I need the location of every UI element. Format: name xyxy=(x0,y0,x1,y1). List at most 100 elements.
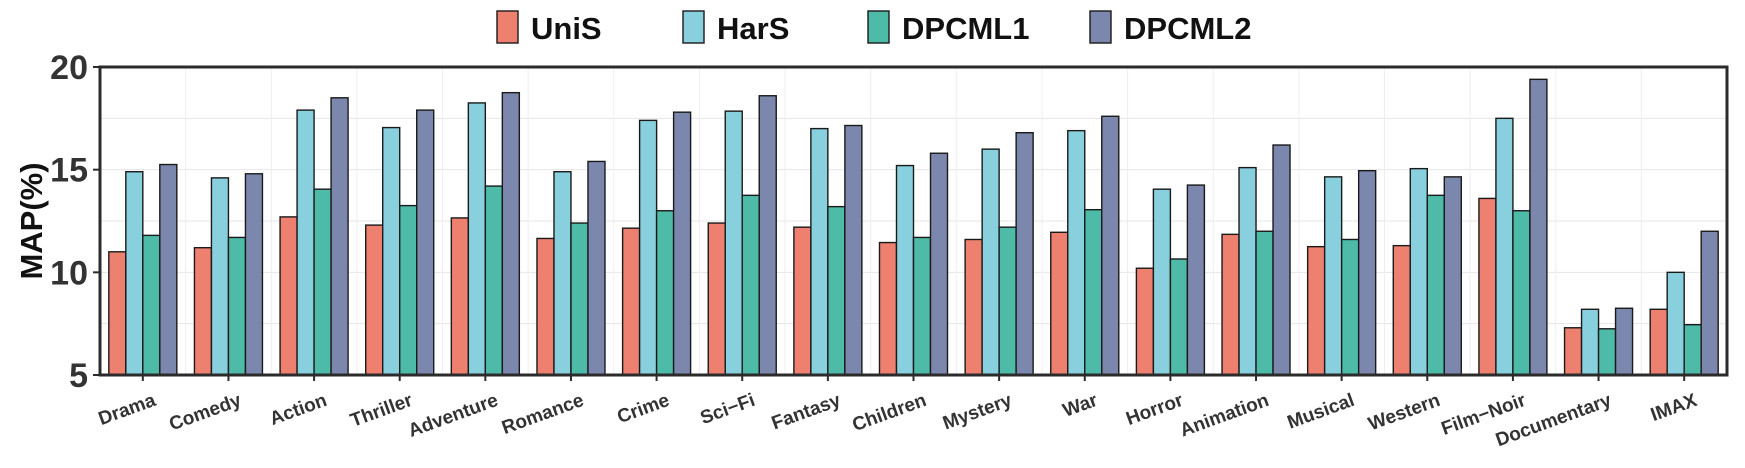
bar-dpcml2-5 xyxy=(587,160,606,376)
bar-dpcml2-18 xyxy=(1700,230,1719,376)
bar-unis-12 xyxy=(1135,267,1155,376)
bar-hars-13 xyxy=(1238,166,1257,376)
y-axis-title: MAP(%) xyxy=(14,162,49,279)
legend-label-unis: UniS xyxy=(531,11,602,46)
y-tick-label: 5 xyxy=(69,357,88,395)
bar-dpcml1-6 xyxy=(655,210,675,376)
bar-unis-13 xyxy=(1221,233,1240,376)
x-tick-label: Sci−Fi xyxy=(698,390,758,429)
bar-dpcml1-18 xyxy=(1683,323,1702,376)
bar-dpcml1-8 xyxy=(827,205,846,376)
bar-dpcml2-15 xyxy=(1443,176,1462,376)
bar-unis-1 xyxy=(193,246,213,376)
bar-dpcml2-2 xyxy=(330,97,349,376)
bar-unis-3 xyxy=(365,224,384,376)
y-tick-label: 15 xyxy=(50,152,88,190)
bar-dpcml2-12 xyxy=(1186,184,1206,376)
legend-label-hars: HarS xyxy=(717,11,789,46)
bar-hars-17 xyxy=(1580,308,1600,376)
legend-label-dpcml1: DPCML1 xyxy=(902,11,1029,46)
bar-dpcml2-11 xyxy=(1101,115,1120,376)
bar-dpcml1-4 xyxy=(484,185,504,376)
bar-hars-1 xyxy=(210,177,230,376)
bar-dpcml1-1 xyxy=(227,236,247,376)
legend: UniS HarS DPCML1 DPCML2 xyxy=(496,10,1251,46)
x-tick-label: Western xyxy=(1366,390,1443,435)
bar-dpcml2-3 xyxy=(416,109,435,376)
bar-hars-3 xyxy=(382,126,401,376)
bar-dpcml1-2 xyxy=(313,188,332,376)
bar-unis-4 xyxy=(450,217,470,376)
bar-unis-9 xyxy=(878,241,898,376)
bar-dpcml2-9 xyxy=(929,152,949,376)
bar-dpcml1-14 xyxy=(1340,238,1360,376)
x-tick-label: Drama xyxy=(96,390,159,430)
bar-unis-14 xyxy=(1306,245,1326,376)
bar-hars-12 xyxy=(1152,188,1172,376)
bar-dpcml2-13 xyxy=(1272,144,1291,376)
x-tick-label: Romance xyxy=(499,390,587,439)
bar-dpcml1-9 xyxy=(912,236,932,376)
bar-unis-2 xyxy=(279,216,298,376)
x-tick-label: Mystery xyxy=(940,390,1015,434)
legend-swatch-unis xyxy=(496,10,519,44)
bar-dpcml2-14 xyxy=(1357,169,1377,376)
x-tick-label: Musical xyxy=(1285,390,1358,434)
bar-dpcml1-16 xyxy=(1512,210,1531,376)
x-tick-label: Crime xyxy=(615,390,673,428)
bar-hars-7 xyxy=(724,110,743,376)
bar-hars-14 xyxy=(1323,176,1343,376)
bar-unis-18 xyxy=(1649,308,1668,376)
bar-hars-10 xyxy=(981,148,1000,376)
bar-dpcml2-0 xyxy=(159,163,178,376)
bar-hars-4 xyxy=(467,102,487,376)
bar-hars-5 xyxy=(553,171,572,376)
bar-hars-11 xyxy=(1067,129,1086,376)
bar-dpcml1-12 xyxy=(1169,258,1189,376)
x-tick-label: Action xyxy=(267,390,330,430)
legend-label-dpcml2: DPCML2 xyxy=(1124,11,1251,46)
bar-hars-0 xyxy=(125,171,144,376)
y-axis-ticks: 5 10 15 20 xyxy=(50,49,100,395)
x-tick-label: War xyxy=(1060,390,1101,422)
x-tick-label: Comedy xyxy=(167,390,245,436)
bar-unis-8 xyxy=(793,226,812,376)
bar-dpcml2-6 xyxy=(672,111,692,376)
y-tick-label: 10 xyxy=(50,254,88,292)
bar-dpcml2-7 xyxy=(758,95,777,376)
bar-hars-2 xyxy=(296,109,315,376)
bar-unis-15 xyxy=(1392,244,1411,376)
bar-unis-17 xyxy=(1563,327,1583,376)
bar-dpcml1-13 xyxy=(1255,230,1274,376)
bar-unis-6 xyxy=(621,227,641,376)
bar-unis-7 xyxy=(707,222,726,376)
bar-hars-9 xyxy=(895,164,915,376)
bar-dpcml1-3 xyxy=(399,204,418,376)
legend-swatch-dpcml1 xyxy=(867,10,890,44)
bar-dpcml1-17 xyxy=(1597,328,1617,376)
bars-layer xyxy=(108,78,1719,376)
bar-hars-6 xyxy=(638,119,658,376)
legend-swatch-hars xyxy=(682,10,705,44)
bar-dpcml1-7 xyxy=(741,194,760,376)
bar-hars-8 xyxy=(810,127,829,376)
bar-dpcml2-17 xyxy=(1614,307,1634,376)
bar-dpcml1-0 xyxy=(142,234,161,376)
x-tick-label: Children xyxy=(850,390,930,436)
bar-unis-5 xyxy=(536,237,555,376)
x-tick-label: Fantasy xyxy=(769,390,844,434)
bar-dpcml2-4 xyxy=(501,91,521,376)
x-axis-ticks: Drama Comedy Action ThrillerAdventureRomanc… xyxy=(96,375,1700,451)
bar-unis-16 xyxy=(1478,197,1497,376)
x-tick-label: IMAX xyxy=(1648,390,1700,426)
bar-dpcml1-10 xyxy=(998,226,1017,376)
bar-unis-0 xyxy=(108,251,127,376)
y-tick-label: 20 xyxy=(50,49,88,87)
bar-dpcml1-5 xyxy=(570,222,589,376)
bar-unis-11 xyxy=(1050,231,1069,376)
bar-dpcml2-8 xyxy=(844,124,863,376)
bar-dpcml2-16 xyxy=(1529,78,1548,376)
legend-swatch-dpcml2 xyxy=(1089,10,1112,44)
